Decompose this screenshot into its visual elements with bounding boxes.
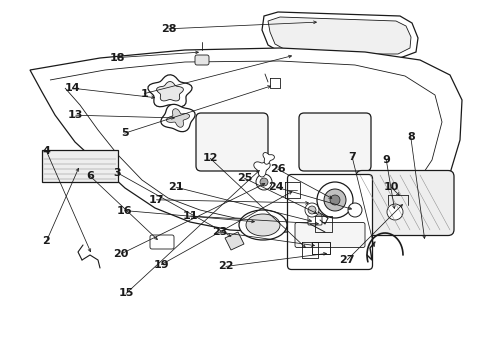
Polygon shape	[156, 81, 183, 101]
Text: 23: 23	[212, 227, 227, 237]
Polygon shape	[166, 109, 189, 127]
Text: 9: 9	[382, 155, 389, 165]
Text: 1: 1	[140, 89, 148, 99]
Polygon shape	[161, 104, 195, 132]
Text: 17: 17	[148, 195, 164, 205]
Circle shape	[329, 195, 339, 205]
Polygon shape	[262, 12, 417, 58]
Text: 24: 24	[268, 182, 284, 192]
Text: 20: 20	[113, 249, 129, 259]
Circle shape	[324, 189, 346, 211]
Polygon shape	[253, 162, 270, 177]
Polygon shape	[263, 153, 274, 164]
Text: 10: 10	[383, 182, 398, 192]
Ellipse shape	[245, 214, 280, 236]
Circle shape	[347, 203, 361, 217]
Text: 5: 5	[121, 128, 128, 138]
FancyBboxPatch shape	[196, 113, 267, 171]
Text: 25: 25	[236, 173, 252, 183]
Polygon shape	[30, 48, 461, 232]
Text: 6: 6	[86, 171, 94, 181]
FancyBboxPatch shape	[355, 171, 453, 235]
Circle shape	[260, 178, 267, 186]
Text: 3: 3	[113, 168, 121, 178]
Text: 28: 28	[161, 24, 176, 34]
Text: 16: 16	[117, 206, 132, 216]
Circle shape	[316, 182, 352, 218]
Text: 18: 18	[109, 53, 125, 63]
Text: 15: 15	[118, 288, 134, 298]
Text: 4: 4	[42, 146, 50, 156]
FancyBboxPatch shape	[150, 235, 174, 249]
Circle shape	[256, 174, 271, 190]
Text: 27: 27	[339, 255, 354, 265]
FancyBboxPatch shape	[294, 222, 364, 248]
Text: 14: 14	[64, 83, 80, 93]
Circle shape	[305, 203, 318, 217]
Polygon shape	[267, 17, 410, 54]
FancyBboxPatch shape	[307, 215, 321, 225]
Text: 12: 12	[202, 153, 218, 163]
FancyBboxPatch shape	[298, 113, 370, 171]
Polygon shape	[224, 232, 244, 250]
Text: 11: 11	[183, 211, 198, 221]
Circle shape	[386, 204, 402, 220]
Text: 26: 26	[269, 164, 285, 174]
Text: 2: 2	[42, 236, 50, 246]
FancyBboxPatch shape	[287, 175, 372, 270]
Circle shape	[307, 206, 315, 214]
FancyBboxPatch shape	[195, 55, 208, 65]
Text: 13: 13	[68, 110, 83, 120]
Text: 19: 19	[153, 260, 169, 270]
Text: 22: 22	[218, 261, 233, 271]
Text: 8: 8	[406, 132, 414, 142]
Text: 7: 7	[347, 152, 355, 162]
Ellipse shape	[239, 210, 286, 240]
Text: 21: 21	[168, 182, 183, 192]
Polygon shape	[42, 150, 118, 182]
Polygon shape	[148, 75, 192, 107]
